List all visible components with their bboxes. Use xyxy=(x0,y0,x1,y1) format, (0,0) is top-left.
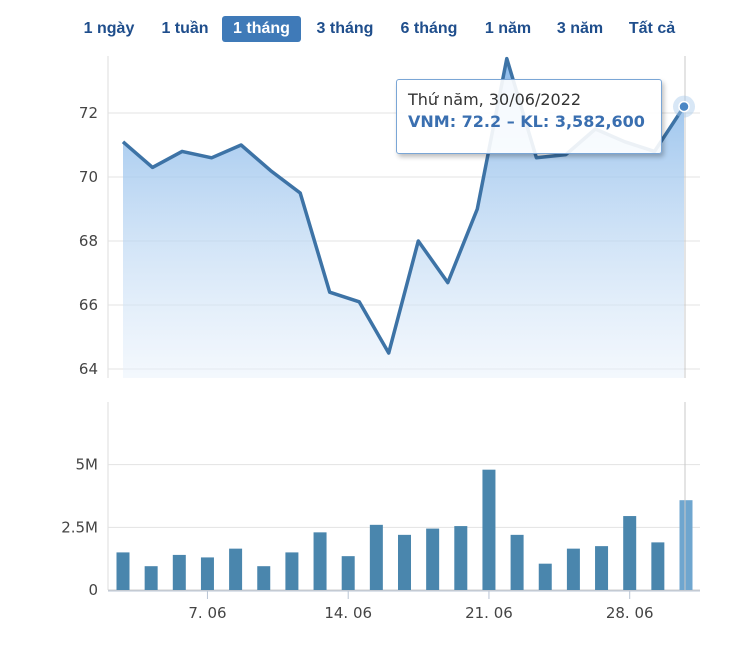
volume-bar xyxy=(595,546,609,590)
volume-bar xyxy=(200,557,214,590)
x-tick-label: 21. 06 xyxy=(465,604,513,622)
volume-bar xyxy=(510,534,524,590)
x-tick-label: 7. 06 xyxy=(188,604,226,622)
volume-tick-label: 5M xyxy=(76,456,99,474)
hover-marker xyxy=(678,100,690,113)
volume-bar xyxy=(482,469,496,590)
range-1-month-button[interactable]: 1 tháng xyxy=(222,16,301,42)
volume-bar xyxy=(285,552,299,590)
price-point xyxy=(357,300,361,304)
volume-bar xyxy=(257,566,271,590)
price-point xyxy=(505,57,509,61)
price-area xyxy=(123,58,684,378)
price-point xyxy=(475,207,479,211)
price-point xyxy=(269,169,273,173)
price-point xyxy=(210,156,214,160)
volume-tick-label: 0 xyxy=(88,581,98,599)
volume-bar xyxy=(651,542,665,590)
volume-bar xyxy=(679,500,693,590)
volume-bar xyxy=(144,566,158,590)
volume-bar xyxy=(454,526,468,590)
price-tick-label: 68 xyxy=(79,232,98,250)
price-y-axis: 64 66 68 70 72 xyxy=(79,104,98,378)
price-point xyxy=(387,351,391,355)
volume-bars xyxy=(116,469,693,590)
price-point xyxy=(416,239,420,243)
range-6-months-button[interactable]: 6 tháng xyxy=(400,20,458,37)
volume-bar xyxy=(538,563,552,590)
volume-bar xyxy=(116,552,130,590)
price-point xyxy=(328,290,332,294)
tooltip-date: Thứ năm, 30/06/2022 xyxy=(408,90,582,109)
volume-tick-label: 2.5M xyxy=(61,518,98,536)
volume-bar xyxy=(313,532,327,590)
tooltip-values: VNM: 72.2 – KL: 3,582,600 xyxy=(408,112,645,131)
range-1-day-button[interactable]: 1 ngày xyxy=(83,20,135,37)
volume-bar xyxy=(229,548,243,590)
x-tick-label: 28. 06 xyxy=(606,604,654,622)
date-x-axis: 7. 06 14. 06 21. 06 28. 06 xyxy=(108,590,700,622)
price-point xyxy=(239,143,243,147)
price-point xyxy=(534,156,538,160)
price-tick-label: 66 xyxy=(79,296,98,314)
crosshair xyxy=(673,56,695,590)
price-point xyxy=(298,191,302,195)
price-tick-label: 64 xyxy=(79,360,98,378)
price-tick-label: 72 xyxy=(79,104,98,122)
volume-y-axis: 0 2.5M 5M xyxy=(61,456,98,599)
range-3-years-button[interactable]: 3 năm xyxy=(556,20,604,37)
price-point xyxy=(446,281,450,285)
price-tooltip: Thứ năm, 30/06/2022 VNM: 72.2 – KL: 3,58… xyxy=(396,79,662,154)
price-point xyxy=(180,149,184,153)
price-point xyxy=(121,140,125,144)
range-3-months-button[interactable]: 3 tháng xyxy=(316,20,374,37)
price-point xyxy=(151,165,155,169)
volume-bar xyxy=(172,554,186,590)
range-1-year-button[interactable]: 1 năm xyxy=(484,20,532,37)
volume-bar xyxy=(566,548,580,590)
volume-bar xyxy=(623,516,637,590)
range-all-button[interactable]: Tất cả xyxy=(628,20,676,37)
volume-bar xyxy=(426,528,440,590)
volume-bar xyxy=(398,534,411,590)
range-1-week-button[interactable]: 1 tuần xyxy=(161,20,209,37)
price-tick-label: 70 xyxy=(79,168,98,186)
x-tick-label: 14. 06 xyxy=(324,604,372,622)
volume-bar xyxy=(341,556,355,590)
volume-bar xyxy=(369,524,383,590)
